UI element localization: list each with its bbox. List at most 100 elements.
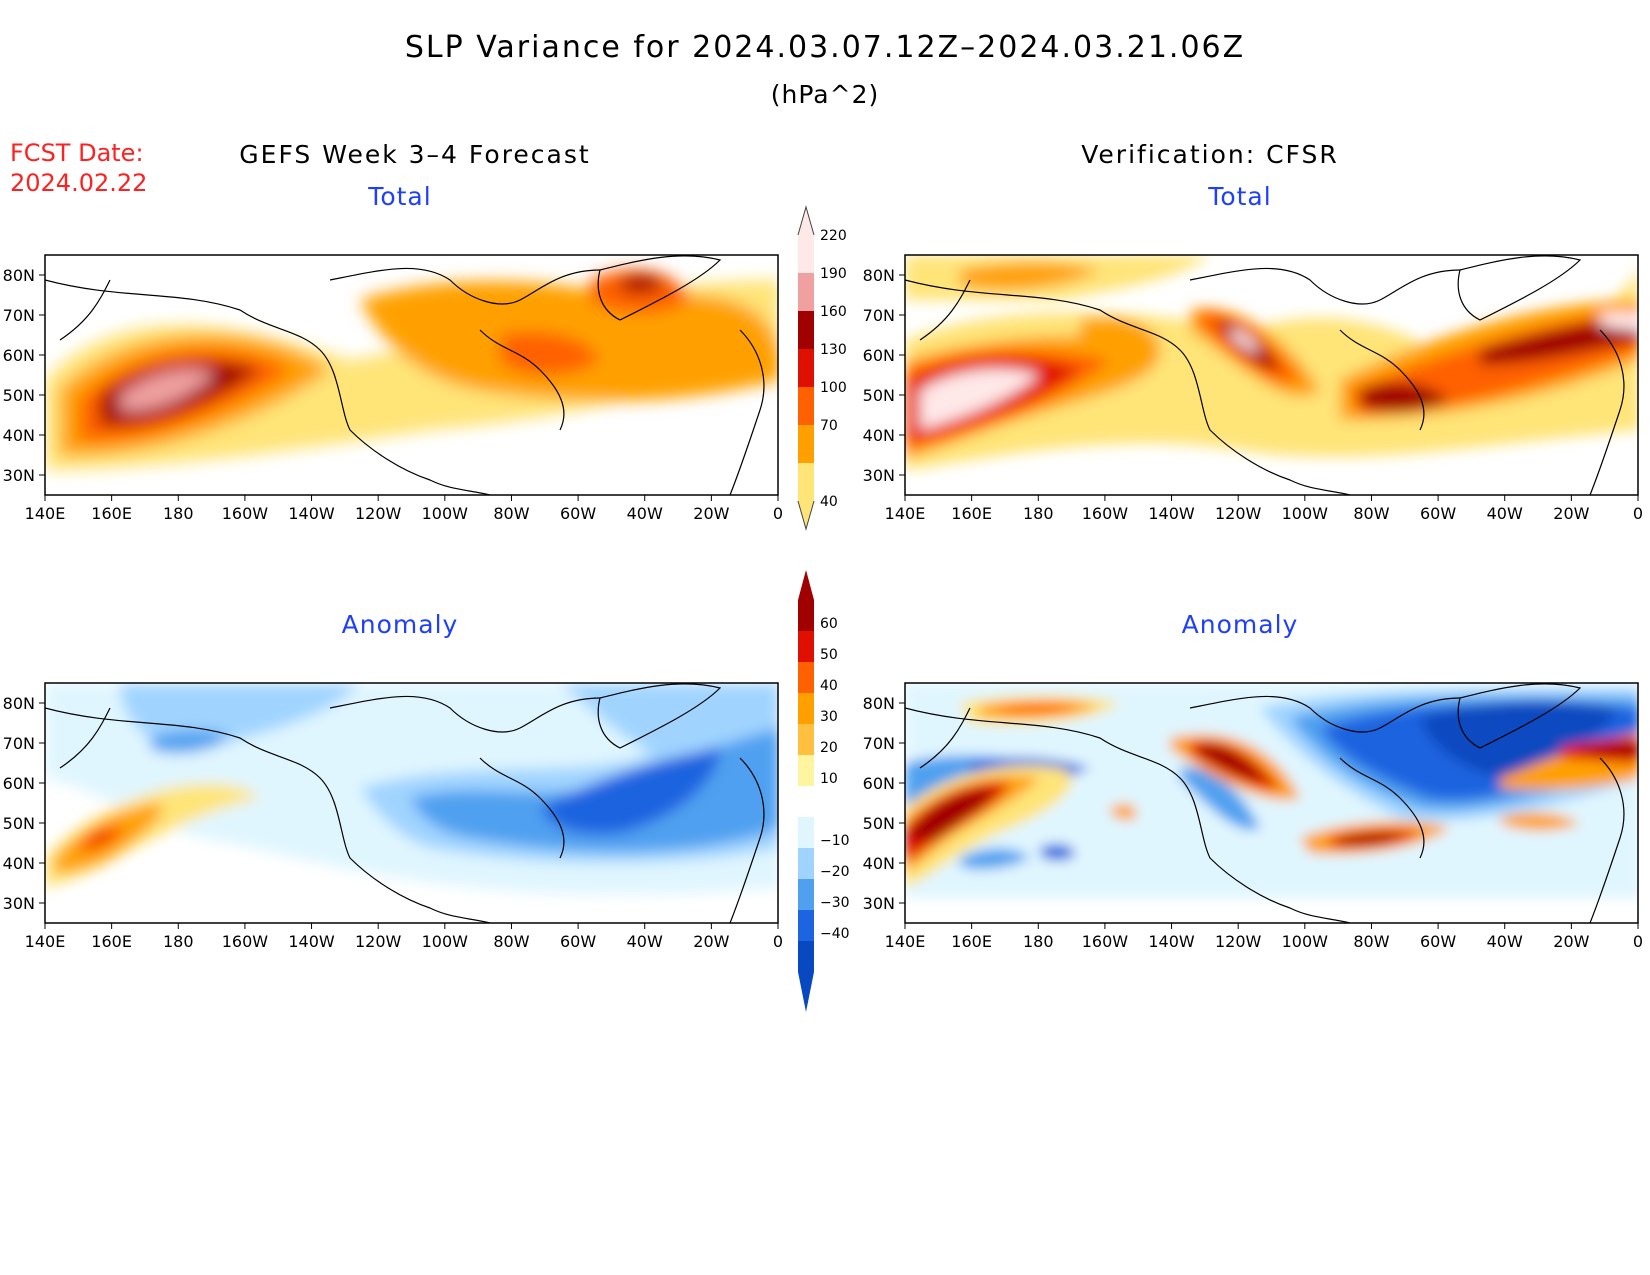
lon-label: 40W (1487, 504, 1523, 523)
lon-label: 60W (560, 932, 596, 951)
anomaly-colorbar-swatch (798, 941, 814, 972)
lat-label: 40N (863, 426, 895, 445)
verification-total-map: 80N 70N 60N 50N 40N 30N 140E 160E 180 160W 140W 120… (863, 254, 1643, 523)
anomaly-colorbar-swatch (798, 662, 814, 693)
anomaly-colorbar-swatch (798, 786, 814, 817)
lon-label: 140W (1148, 504, 1195, 523)
forecast-total-label: Total (368, 182, 432, 211)
lon-label: 160E (91, 504, 132, 523)
total-colorbar-swatch (798, 235, 814, 273)
units-label: (hPa^2) (770, 80, 880, 109)
total-colorbar-swatch (798, 387, 814, 425)
anomaly-colorbar-label: 20 (820, 740, 838, 756)
lon-label: 120W (355, 504, 402, 523)
lon-label: 140E (885, 504, 926, 523)
verification-anomaly-map: 80N 70N 60N 50N 40N 30N 140E 160E 180 160W 140W 120… (863, 682, 1643, 951)
lat-label: 40N (3, 854, 35, 873)
lon-label: 120W (1215, 932, 1262, 951)
lon-label: 160E (951, 932, 992, 951)
anomaly-colorbar: 60 50 40 30 20 10 −10 −20 −30 −40 (798, 570, 850, 1012)
lat-label: 80N (3, 694, 35, 713)
forecast-total-map: 80N 70N 60N 50N 40N 30N 140E 160E 180 160W 140W 120… (3, 254, 783, 523)
anomaly-colorbar-swatch (798, 600, 814, 631)
lat-label: 60N (863, 346, 895, 365)
lon-label: 180 (1023, 932, 1054, 951)
verification-anomaly-axes: 80N 70N 60N 50N 40N 30N 140E 160E 180 160W 140W 120… (863, 694, 1643, 951)
lon-label: 40W (1487, 932, 1523, 951)
lon-label: 40W (627, 932, 663, 951)
anomaly-colorbar-label: 40 (820, 678, 838, 694)
total-colorbar-label: 40 (820, 494, 838, 510)
forecast-anomaly-map: 80N 70N 60N 50N 40N 30N 140E 160E 180 160W 140W 120… (3, 682, 783, 951)
lon-label: 20W (1553, 932, 1589, 951)
lat-label: 70N (863, 306, 895, 325)
lon-label: 120W (1215, 504, 1262, 523)
lon-label: 60W (1420, 932, 1456, 951)
forecast-anomaly-label: Anomaly (341, 610, 459, 639)
total-colorbar-label: 160 (820, 304, 847, 320)
lon-label: 100W (1282, 504, 1329, 523)
lon-label: 160W (1082, 932, 1129, 951)
fcst-date-label: FCST Date: (10, 139, 144, 167)
lon-label: 60W (560, 504, 596, 523)
total-colorbar-label: 220 (820, 228, 847, 244)
lat-label: 40N (3, 426, 35, 445)
lon-label: 140W (1148, 932, 1195, 951)
total-colorbar-swatch (798, 425, 814, 463)
lon-label: 0 (773, 504, 783, 523)
anomaly-colorbar-label: −40 (820, 926, 850, 942)
lon-label: 180 (1023, 504, 1054, 523)
anomaly-colorbar-swatch (798, 879, 814, 910)
lat-label: 50N (863, 814, 895, 833)
anomaly-colorbar-label: −20 (820, 864, 850, 880)
forecast-anomaly-axes: 80N 70N 60N 50N 40N 30N 140E 160E 180 160W 140W 120… (3, 694, 783, 951)
lat-label: 80N (863, 266, 895, 285)
lat-label: 50N (863, 386, 895, 405)
lat-label: 60N (3, 346, 35, 365)
lon-label: 160E (91, 932, 132, 951)
lon-label: 160W (222, 932, 269, 951)
fcst-date-value: 2024.02.22 (10, 169, 148, 197)
lon-label: 60W (1420, 504, 1456, 523)
lon-label: 120W (355, 932, 402, 951)
lat-label: 70N (3, 734, 35, 753)
lat-label: 60N (863, 774, 895, 793)
total-colorbar-label: 130 (820, 342, 847, 358)
forecast-total-axes: 80N 70N 60N 50N 40N 30N 140E 160E 180 160W 140W 120… (3, 266, 783, 523)
anomaly-colorbar-swatch (798, 693, 814, 724)
lon-label: 140E (25, 932, 66, 951)
anomaly-colorbar-swatch (798, 848, 814, 879)
lat-label: 50N (3, 386, 35, 405)
lon-label: 100W (1282, 932, 1329, 951)
lon-label: 100W (422, 504, 469, 523)
lat-label: 30N (863, 894, 895, 913)
anomaly-colorbar-swatch (798, 910, 814, 941)
main-title: SLP Variance for 2024.03.07.12Z–2024.03.… (404, 30, 1246, 65)
verification-total-axes: 80N 70N 60N 50N 40N 30N 140E 160E 180 160W 140W 120… (863, 266, 1643, 523)
lon-label: 180 (163, 932, 194, 951)
lat-label: 70N (863, 734, 895, 753)
anomaly-colorbar-label: −10 (820, 833, 850, 849)
lon-label: 20W (1553, 504, 1589, 523)
lat-label: 30N (3, 466, 35, 485)
anomaly-colorbar-swatch (798, 631, 814, 662)
lon-label: 100W (422, 932, 469, 951)
lon-label: 180 (163, 504, 194, 523)
lat-label: 80N (3, 266, 35, 285)
lon-label: 140E (25, 504, 66, 523)
anomaly-colorbar-label: −30 (820, 895, 850, 911)
anomaly-colorbar-swatch (798, 755, 814, 786)
lon-label: 40W (627, 504, 663, 523)
lat-label: 50N (3, 814, 35, 833)
lon-label: 160W (1082, 504, 1129, 523)
anomaly-colorbar-label: 30 (820, 709, 838, 725)
total-colorbar-label: 100 (820, 380, 847, 396)
anomaly-colorbar-label: 10 (820, 771, 838, 787)
anomaly-colorbar-swatch (798, 724, 814, 755)
lon-label: 80W (1353, 932, 1389, 951)
lon-label: 80W (493, 932, 529, 951)
lon-label: 0 (773, 932, 783, 951)
lon-label: 140W (288, 932, 335, 951)
total-colorbar-swatch (798, 311, 814, 349)
forecast-header: GEFS Week 3–4 Forecast (239, 140, 591, 169)
